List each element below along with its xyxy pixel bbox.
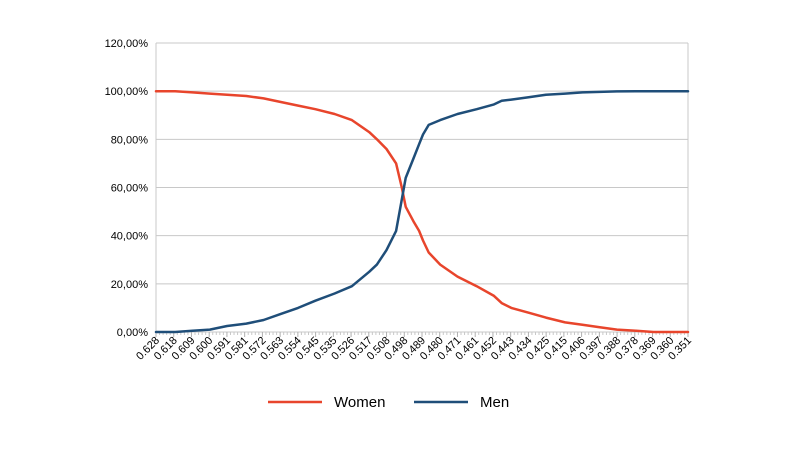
y-tick-label: 20,00% [111,279,149,291]
series-line-women [154,89,690,334]
y-tick-label: 100,00% [105,86,149,98]
grid-lines [155,42,689,333]
legend: Women Men [268,394,509,411]
series-lines [154,89,690,334]
y-axis: 0,00% 20,00% 40,00% 60,00% 80,00% 100,00% 120,… [105,38,149,339]
legend-label-men: Men [480,394,509,411]
series-line-men [154,89,690,334]
y-tick-label: 80,00% [111,134,149,146]
legend-label-women: Women [334,394,385,411]
y-tick-label: 40,00% [111,231,149,243]
y-tick-label: 60,00% [111,183,149,195]
y-tick-label: 120,00% [105,38,149,50]
y-tick-label: 0,00% [117,327,148,339]
x-axis: 0.6280.6180.6090.6000.5910.5810.5720.563… [134,332,694,363]
